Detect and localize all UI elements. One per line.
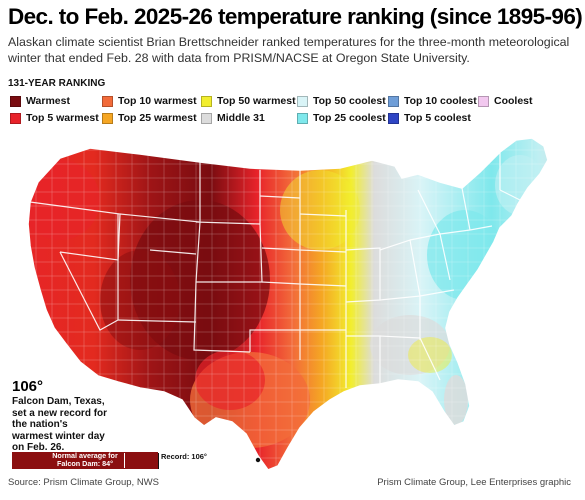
legend: Warmest Top 5 warmest Top 10 warmest Top… bbox=[10, 93, 580, 129]
florida-region bbox=[444, 375, 468, 425]
us-temperature-map bbox=[0, 130, 585, 475]
legend-item-middle31: Middle 31 bbox=[201, 110, 265, 126]
legend-swatch bbox=[388, 112, 399, 124]
source-credit: Source: Prism Climate Group, NWS bbox=[8, 477, 159, 488]
legend-label: Top 10 coolest bbox=[404, 95, 477, 107]
normal-vs-record-bar: Normal average for Falcon Dam: 84° bbox=[12, 451, 158, 469]
legend-swatch bbox=[388, 95, 399, 107]
legend-label: Top 5 warmest bbox=[26, 112, 99, 124]
legend-swatch bbox=[297, 112, 308, 124]
normal-average-marker bbox=[124, 453, 125, 468]
legend-item-top10-warmest: Top 10 warmest bbox=[102, 93, 197, 109]
texas-top5-region bbox=[195, 350, 265, 410]
legend-item-top10-coolest: Top 10 coolest bbox=[388, 93, 477, 109]
legend-item-top5-coolest: Top 5 coolest bbox=[388, 110, 471, 126]
page-title: Dec. to Feb. 2025-26 temperature ranking… bbox=[8, 4, 583, 29]
legend-swatch bbox=[201, 112, 212, 124]
subtitle: Alaskan climate scientist Brian Brettsch… bbox=[8, 35, 570, 65]
legend-label: Coolest bbox=[494, 95, 533, 107]
legend-item-top50-warmest: Top 50 warmest bbox=[201, 93, 296, 109]
legend-label: Top 5 coolest bbox=[404, 112, 471, 124]
legend-swatch bbox=[102, 112, 113, 124]
falcon-dam-marker bbox=[254, 456, 261, 463]
legend-label: Warmest bbox=[26, 95, 70, 107]
state-boundaries bbox=[29, 152, 521, 388]
record-value: 106° bbox=[12, 378, 44, 395]
legend-swatch bbox=[102, 95, 113, 107]
map-svg bbox=[27, 137, 549, 471]
legend-label: Top 25 coolest bbox=[313, 112, 386, 124]
graphic-credit: Prism Climate Group, Lee Enterprises gra… bbox=[377, 477, 571, 488]
warmest-region-southwest bbox=[100, 250, 180, 350]
northwest-region bbox=[28, 160, 100, 240]
record-tick bbox=[158, 453, 159, 469]
record-description: Falcon Dam, Texas, set a new record for … bbox=[12, 396, 108, 453]
legend-item-top25-coolest: Top 25 coolest bbox=[297, 110, 386, 126]
legend-label: Top 50 warmest bbox=[217, 95, 296, 107]
legend-swatch bbox=[297, 95, 308, 107]
legend-swatch bbox=[478, 95, 489, 107]
legend-label: Top 25 warmest bbox=[118, 112, 197, 124]
northeast-cool-region bbox=[427, 210, 503, 300]
legend-swatch bbox=[10, 95, 21, 107]
legend-swatch bbox=[201, 95, 212, 107]
southeast-yellow-region bbox=[408, 337, 452, 373]
legend-item-coolest: Coolest bbox=[478, 93, 533, 109]
legend-item-top50-coolest: Top 50 coolest bbox=[297, 93, 386, 109]
legend-item-top5-warmest: Top 5 warmest bbox=[10, 110, 99, 126]
legend-item-warmest: Warmest bbox=[10, 93, 70, 109]
legend-label: Middle 31 bbox=[217, 112, 265, 124]
legend-item-top25-warmest: Top 25 warmest bbox=[102, 110, 197, 126]
legend-swatch bbox=[10, 112, 21, 124]
record-label: Record: 106° bbox=[161, 452, 207, 461]
ranking-label: 131-YEAR RANKING bbox=[8, 78, 106, 89]
normal-average-label: Normal average for Falcon Dam: 84° bbox=[52, 451, 118, 469]
legend-label: Top 10 warmest bbox=[118, 95, 197, 107]
legend-label: Top 50 coolest bbox=[313, 95, 386, 107]
